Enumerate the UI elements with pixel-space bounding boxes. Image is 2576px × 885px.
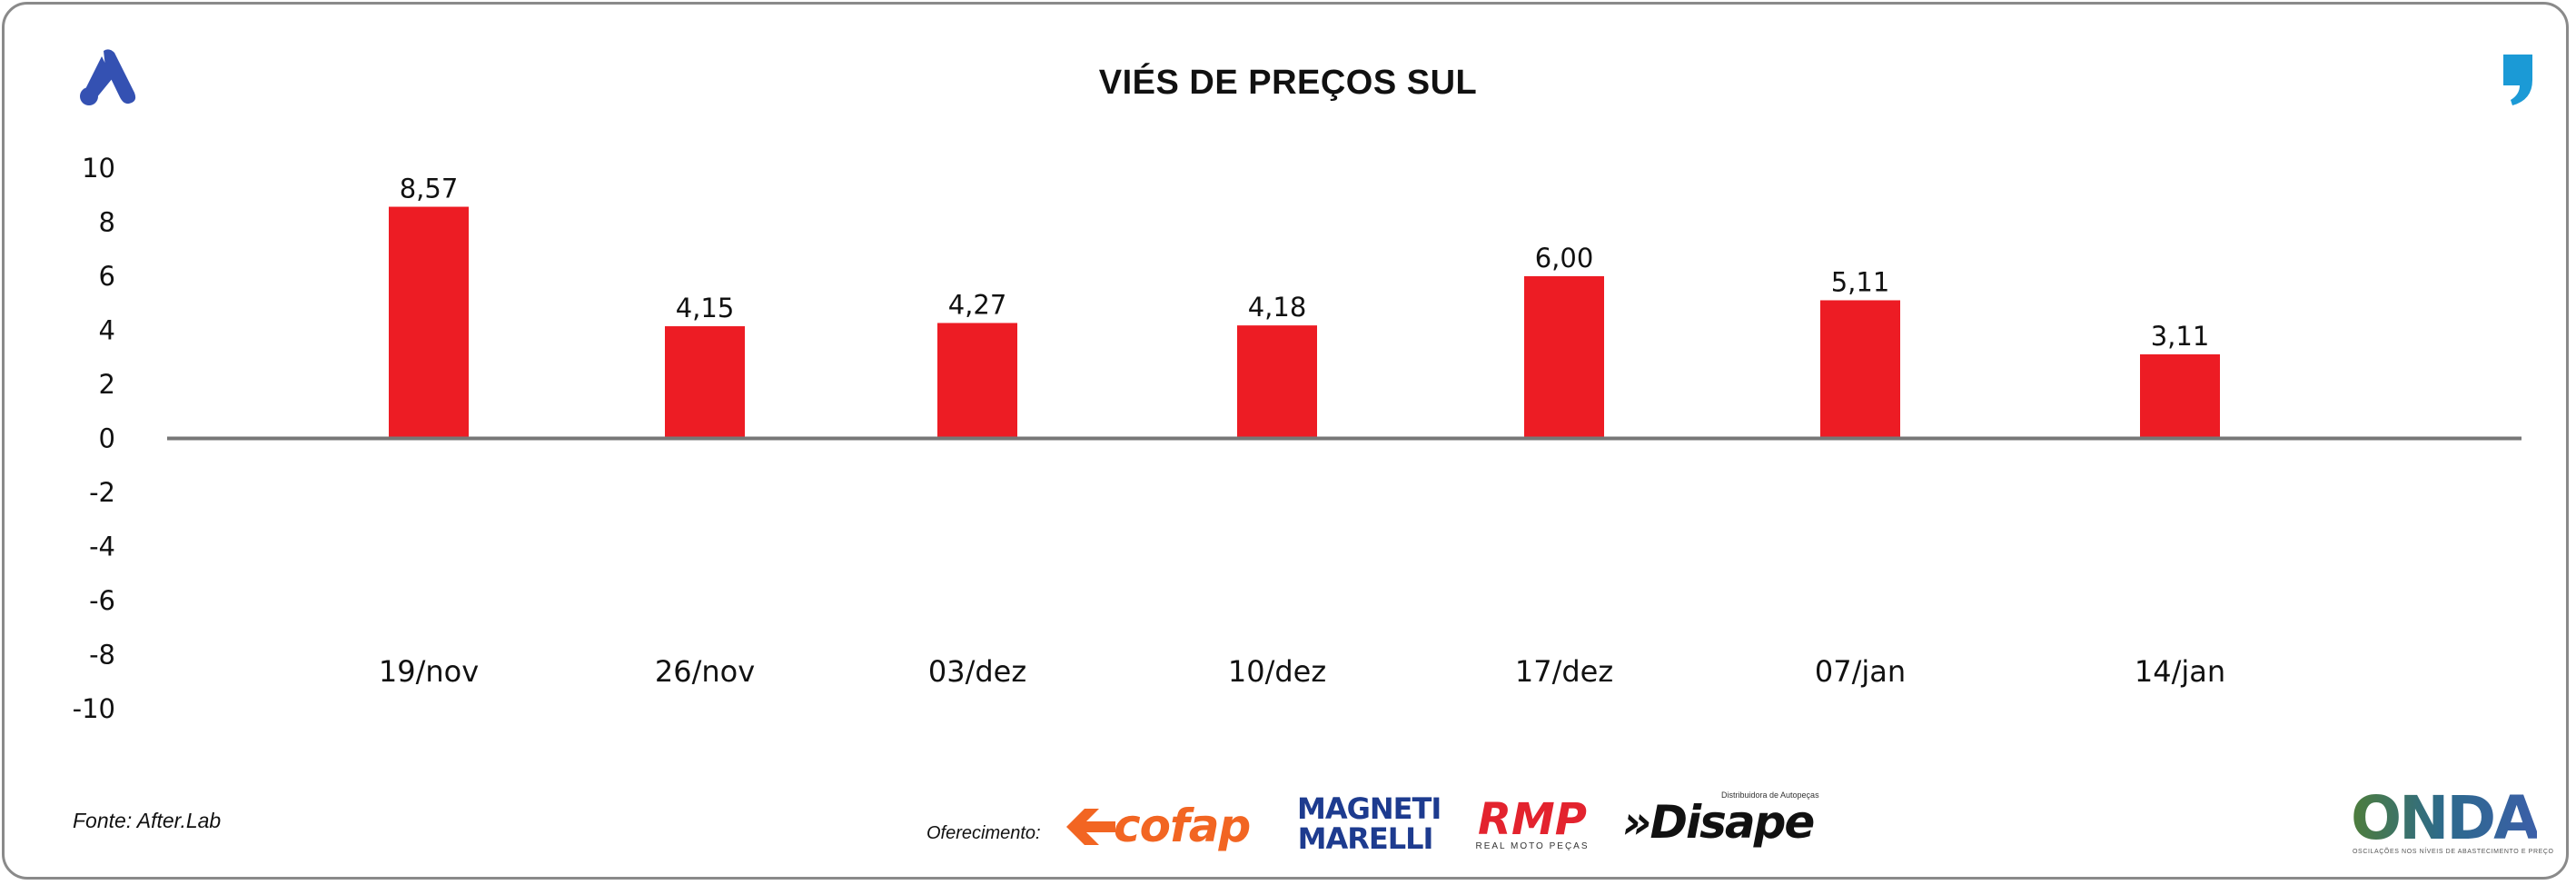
y-tick-label: 8: [99, 207, 115, 238]
x-category-label: 10/dez: [1228, 654, 1326, 689]
onda-logo: ONDA: [2351, 783, 2540, 853]
chart-title: VIÉS DE PREÇOS SUL: [1098, 64, 1478, 102]
x-category-label: 14/jan: [2135, 654, 2225, 689]
bar: [1237, 325, 1317, 439]
data-label: 4,27: [948, 289, 1007, 320]
bar: [1820, 300, 1900, 439]
x-category-label: 03/dez: [928, 654, 1026, 689]
y-tick-label: 4: [99, 315, 115, 346]
cofap-arrow-icon: [1066, 809, 1115, 845]
y-tick-label: 0: [99, 423, 115, 454]
magneti-logo-line1: MAGNETI: [1297, 791, 1442, 826]
disape-logo-subtitle: Distribuidora de Autopeças: [1721, 791, 1819, 800]
brand-a-logo-icon: [80, 49, 136, 105]
y-tick-label: 10: [82, 153, 115, 184]
disape-logo: »Disape: [1622, 796, 1815, 849]
y-tick-label: -6: [89, 585, 115, 616]
magneti-marelli-logo: MAGNETI MARELLI: [1297, 791, 1442, 856]
x-category-label: 07/jan: [1815, 654, 1906, 689]
rmp-logo: RMP: [1478, 794, 1587, 845]
x-category-label: 26/nov: [655, 654, 755, 689]
bar: [389, 206, 469, 439]
y-tick-label: -8: [89, 640, 115, 671]
sponsor-label: Oferecimento:: [926, 823, 1041, 843]
data-label: 8,57: [400, 174, 459, 204]
comma-quote-logo-icon: [2503, 55, 2532, 105]
y-tick-label: -10: [73, 693, 115, 724]
y-tick-label: -4: [89, 532, 115, 562]
data-label: 4,15: [676, 293, 735, 323]
rmp-logo-subtitle: REAL MOTO PEÇAS: [1475, 841, 1590, 851]
data-label: 5,11: [1831, 266, 1890, 297]
y-tick-label: 6: [99, 261, 115, 292]
x-category-label: 17/dez: [1515, 654, 1613, 689]
cofap-logo: cofap: [1114, 800, 1251, 852]
y-tick-label: -2: [89, 477, 115, 508]
onda-logo-subtitle: OSCILAÇÕES NOS NÍVEIS DE ABASTECIMENTO E…: [2353, 849, 2554, 855]
x-category-label: 19/nov: [379, 654, 479, 689]
bar: [665, 326, 745, 439]
magneti-logo-line2: MARELLI: [1297, 821, 1434, 856]
source-note: Fonte: After.Lab: [73, 809, 222, 832]
data-label: 3,11: [2151, 321, 2210, 352]
data-label: 6,00: [1535, 243, 1594, 273]
y-tick-label: 2: [99, 369, 115, 400]
bar: [2140, 353, 2220, 439]
data-label: 4,18: [1248, 292, 1307, 323]
bar: [937, 323, 1017, 439]
bar: [1524, 276, 1604, 439]
